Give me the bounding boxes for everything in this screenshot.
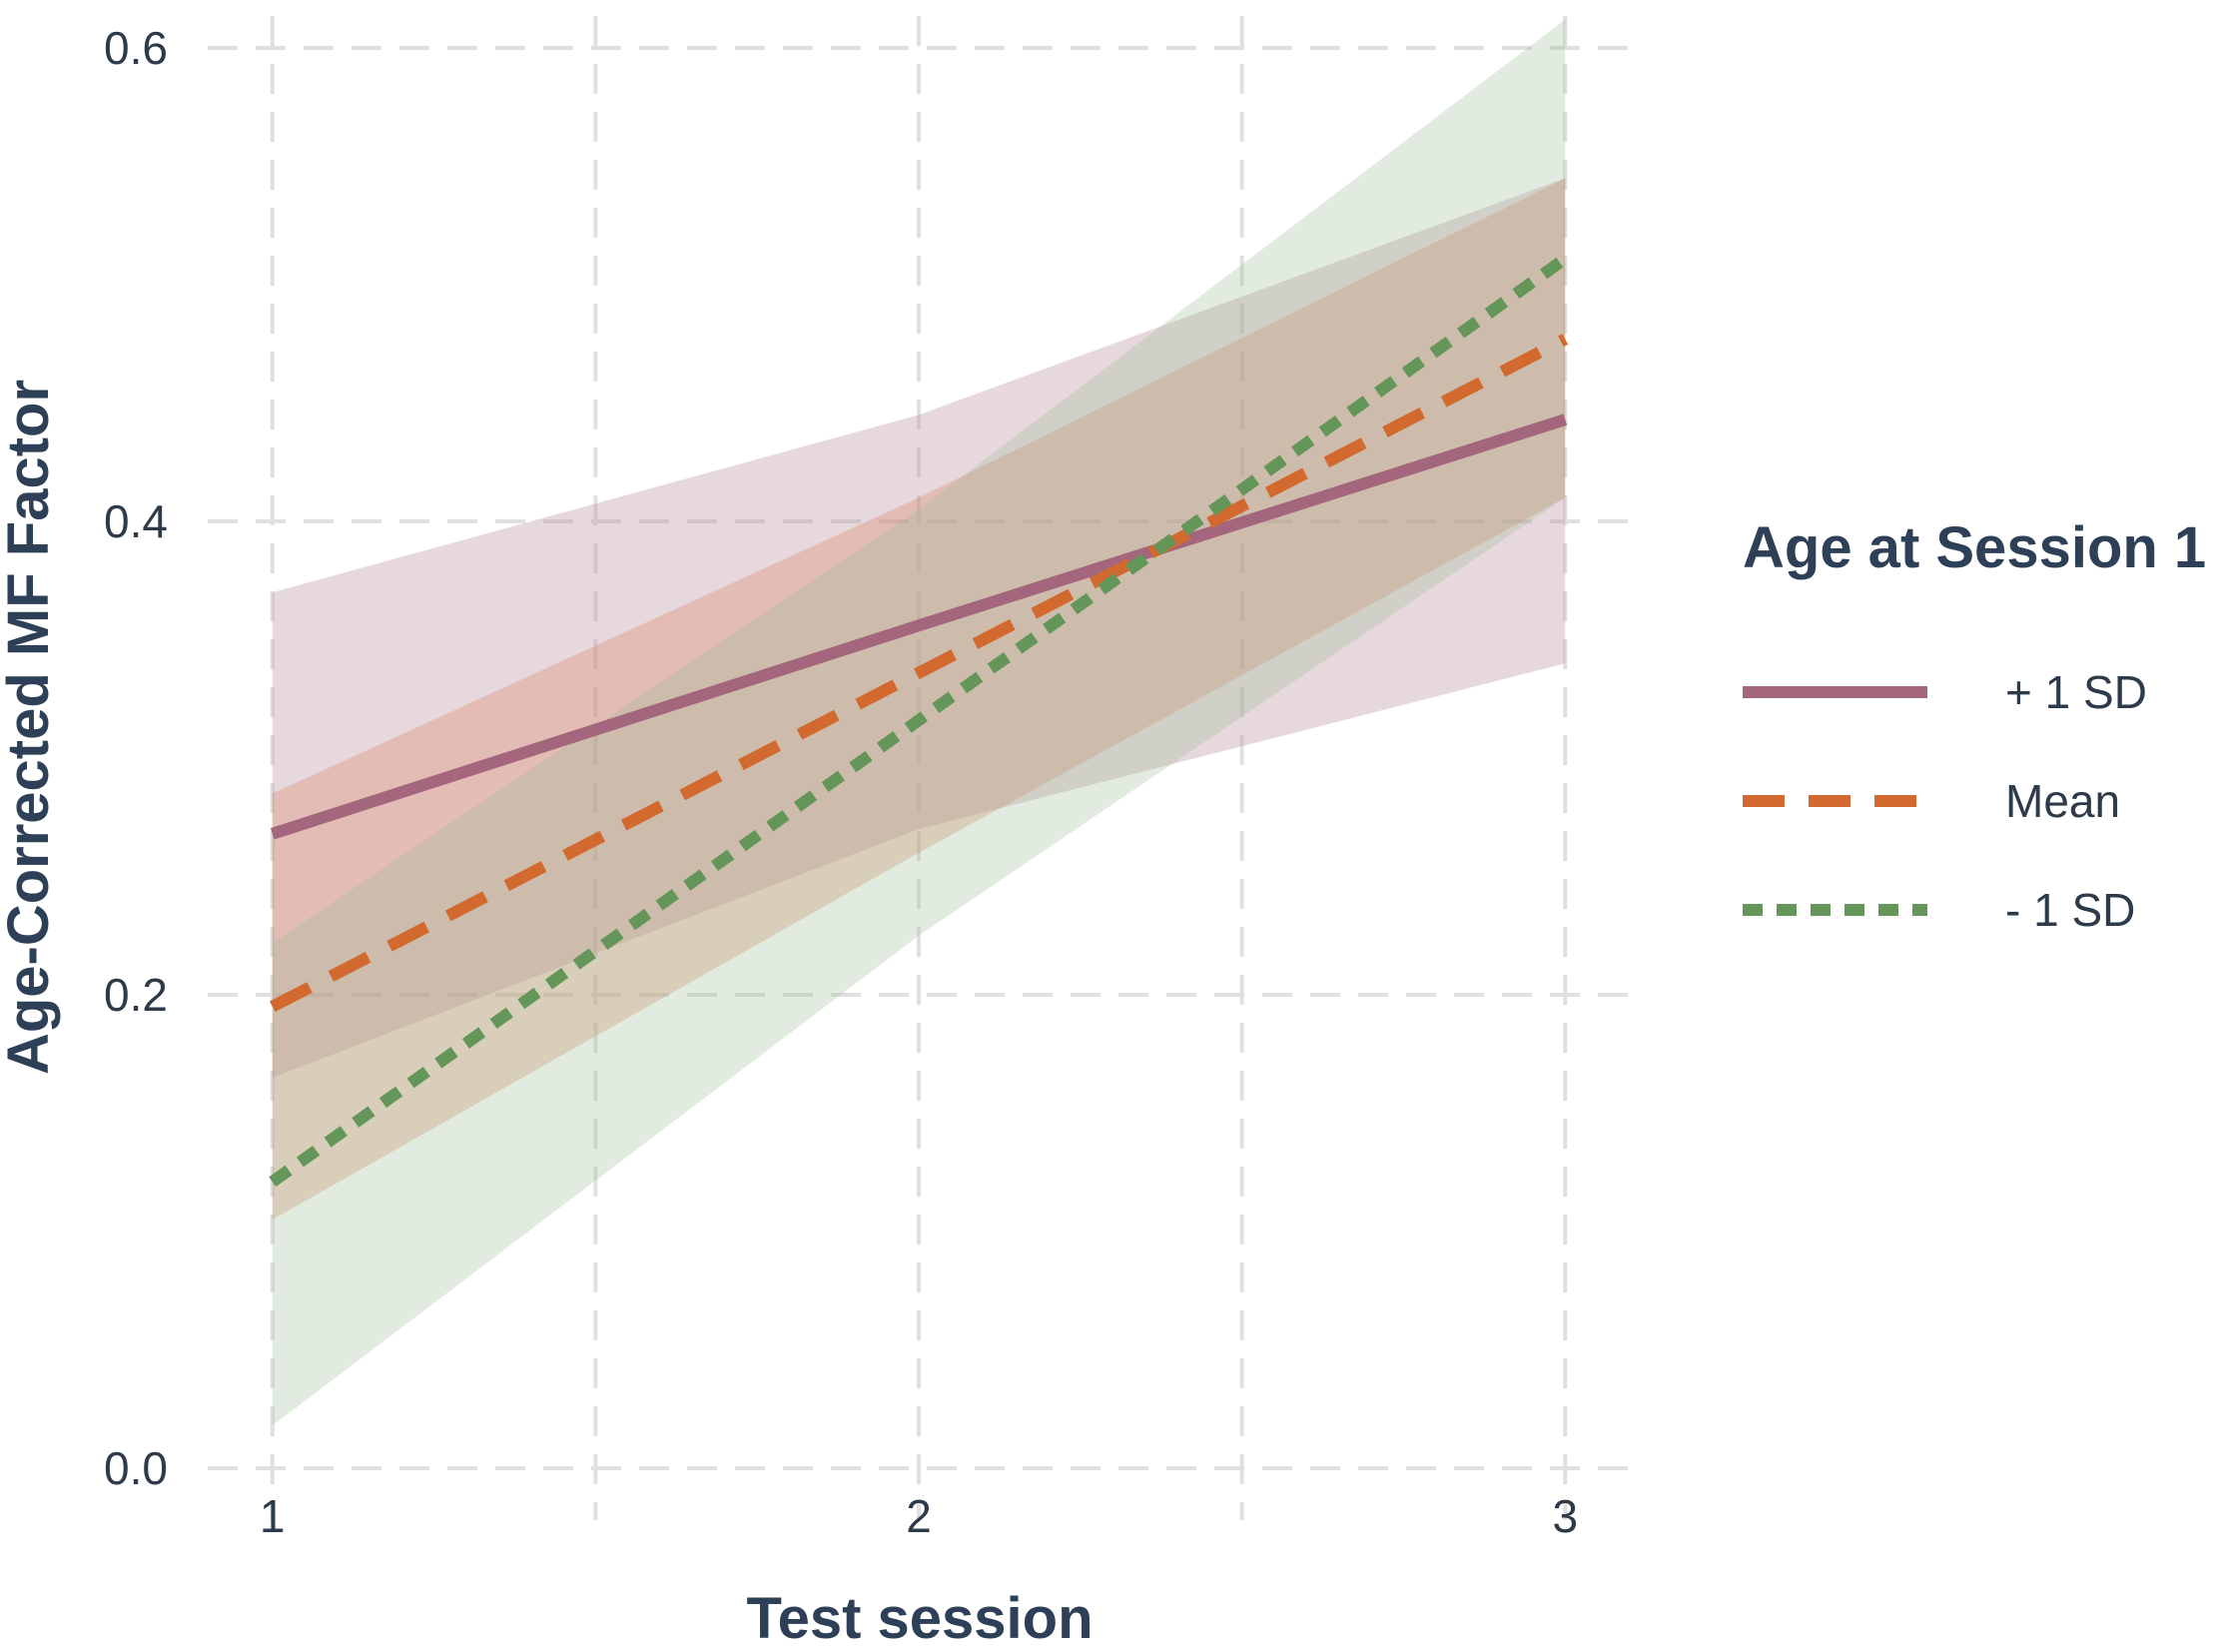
x-tick-label: 1 <box>260 1490 286 1542</box>
legend: Age at Session 1 + 1 SD Mean - 1 SD <box>1743 515 2206 936</box>
grid-layer <box>208 0 1630 1520</box>
series-line-plus-1sd <box>270 413 1568 840</box>
series-line-mean <box>269 334 1569 1013</box>
y-tick-label: 0.0 <box>104 1442 168 1494</box>
legend-label: - 1 SD <box>2005 884 2135 936</box>
series-line-minus-1sd <box>269 254 1569 1188</box>
ci-band-mean <box>272 178 1566 1221</box>
legend-item-mean: Mean <box>1743 775 2120 827</box>
y-tick-label: 0.4 <box>104 495 168 547</box>
legend-items: + 1 SD Mean - 1 SD <box>1743 666 2147 936</box>
y-axis-title: Age-Corrected MF Factor <box>0 380 61 1075</box>
legend-label: + 1 SD <box>2005 666 2147 718</box>
tick-labels: 0.0 0.2 0.4 0.6 1 2 3 <box>104 22 1578 1542</box>
x-tick-label: 2 <box>906 1490 932 1542</box>
legend-item-minus-1sd: - 1 SD <box>1743 884 2135 936</box>
legend-label: Mean <box>2005 775 2120 827</box>
x-axis-title: Test session <box>746 1586 1093 1647</box>
y-tick-label: 0.2 <box>104 969 168 1021</box>
x-tick-label: 3 <box>1552 1490 1578 1542</box>
legend-item-plus-1sd: + 1 SD <box>1743 666 2147 718</box>
y-tick-label: 0.6 <box>104 22 168 74</box>
series-lines <box>269 254 1569 1188</box>
legend-title: Age at Session 1 <box>1743 515 2206 580</box>
